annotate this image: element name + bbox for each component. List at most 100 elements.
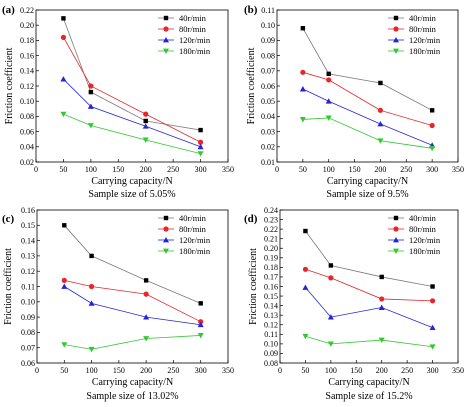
series-line xyxy=(64,286,201,326)
y-tick-label: 0.03 xyxy=(261,127,275,136)
y-tick-label: 0.16 xyxy=(21,206,35,215)
series-180r-min xyxy=(61,333,204,353)
data-point xyxy=(61,342,68,348)
data-point xyxy=(143,118,148,124)
data-point xyxy=(429,145,436,152)
series-40r-min xyxy=(62,223,203,306)
y-tick-label: 0.18 xyxy=(20,36,34,45)
legend-entry: 80r/min xyxy=(179,224,207,234)
chart-panel-a: 0 50 100 150 200 250 300 350 0.02 0.04 0.06 0.08 0.1… xyxy=(2,4,234,200)
y-tick-label: 0.09 xyxy=(261,36,275,45)
data-point xyxy=(325,98,332,104)
panel-label: (d) xyxy=(244,213,258,225)
legend-entry: 180r/min xyxy=(409,246,441,256)
series-line xyxy=(63,78,201,148)
x-tick-label: 150 xyxy=(113,366,125,375)
data-point xyxy=(429,298,436,304)
y-tick-label: 0.24 xyxy=(264,206,278,215)
data-point xyxy=(61,16,66,21)
x-tick-label: 350 xyxy=(452,165,464,174)
data-point xyxy=(300,26,306,31)
x-tick-label: 350 xyxy=(452,366,464,375)
legend-entry: 120r/min xyxy=(409,235,441,245)
data-point xyxy=(377,138,384,144)
legend-marker xyxy=(163,26,169,32)
data-point xyxy=(377,121,384,127)
x-tick-label: 50 xyxy=(299,165,307,174)
series-line xyxy=(305,230,433,287)
x-tick-label: 250 xyxy=(167,165,179,174)
series-120r-min xyxy=(60,76,204,150)
series-180r-min xyxy=(299,115,436,152)
legend-marker xyxy=(393,215,399,221)
data-point xyxy=(143,336,150,342)
series-line xyxy=(305,335,433,348)
legend-marker xyxy=(393,37,399,43)
legend-entry: 80r/min xyxy=(179,24,207,34)
x-tick-label: 150 xyxy=(350,366,362,375)
y-tick-label: 0.17 xyxy=(264,273,278,282)
y-tick-label: 0.11 xyxy=(261,6,275,15)
legend-entry: 40r/min xyxy=(179,13,207,23)
data-point xyxy=(198,301,203,306)
x-tick-label: 300 xyxy=(426,165,438,174)
data-point xyxy=(378,337,385,344)
legend-marker xyxy=(393,226,399,232)
chart-panel-d: 0 50 100 150 200 250 300 3500.080.090.100.110.1… xyxy=(244,206,464,402)
legend-entry: 40r/min xyxy=(409,13,437,23)
data-point xyxy=(198,127,203,133)
data-point xyxy=(60,111,67,118)
data-point xyxy=(430,284,435,289)
y-tick-label: 0.10 xyxy=(264,340,278,349)
data-point xyxy=(325,115,332,121)
y-tick-label: 0.12 xyxy=(20,82,34,91)
legend-entry: 80r/min xyxy=(409,224,437,234)
legend-marker xyxy=(163,48,169,54)
x-tick-label: 100 xyxy=(325,366,337,375)
data-point xyxy=(142,137,149,143)
legend-marker xyxy=(393,26,399,32)
y-tick-label: 0.08 xyxy=(20,112,34,121)
x-tick-label: 50 xyxy=(60,366,68,375)
y-tick-label: 0.16 xyxy=(264,282,278,291)
series-line xyxy=(302,71,433,126)
data-point xyxy=(327,341,334,347)
y-tick-label: 0.10 xyxy=(21,298,35,307)
data-point xyxy=(143,314,150,320)
y-tick-label: 0.08 xyxy=(261,51,275,60)
data-point xyxy=(302,266,309,272)
y-tick-label: 0.18 xyxy=(264,263,278,272)
x-tick-label: 300 xyxy=(195,165,207,174)
y-tick-label: 0.11 xyxy=(21,282,35,291)
series-line xyxy=(305,287,433,328)
y-tick-label: 0.12 xyxy=(264,321,278,330)
x-axis-label: Carrying capacity/N xyxy=(327,176,408,187)
y-tick-label: 0.02 xyxy=(261,143,275,152)
y-tick-label: 0.16 xyxy=(20,51,34,60)
data-point xyxy=(61,283,68,289)
x-tick-label: 300 xyxy=(195,366,207,375)
x-tick-label: 0 xyxy=(275,165,279,174)
y-tick-label: 0.23 xyxy=(264,215,278,224)
data-point xyxy=(143,111,149,117)
x-tick-label: 150 xyxy=(112,165,124,174)
x-tick-label: 200 xyxy=(374,165,386,174)
y-tick-label: 0.15 xyxy=(264,292,278,301)
panel-label: (b) xyxy=(244,4,258,16)
data-point xyxy=(326,77,332,83)
data-point xyxy=(143,278,149,283)
data-point xyxy=(328,263,334,268)
x-tick-label: 200 xyxy=(376,366,388,375)
data-point xyxy=(302,284,309,290)
data-point xyxy=(88,83,94,89)
y-tick-label: 0.06 xyxy=(261,82,275,91)
series-line xyxy=(302,88,433,146)
y-tick-label: 0.04 xyxy=(261,112,275,121)
y-tick-label: 0.06 xyxy=(21,359,35,368)
y-tick-label: 0.10 xyxy=(20,97,34,106)
data-point xyxy=(197,139,204,145)
y-tick-label: 0.19 xyxy=(264,254,278,263)
